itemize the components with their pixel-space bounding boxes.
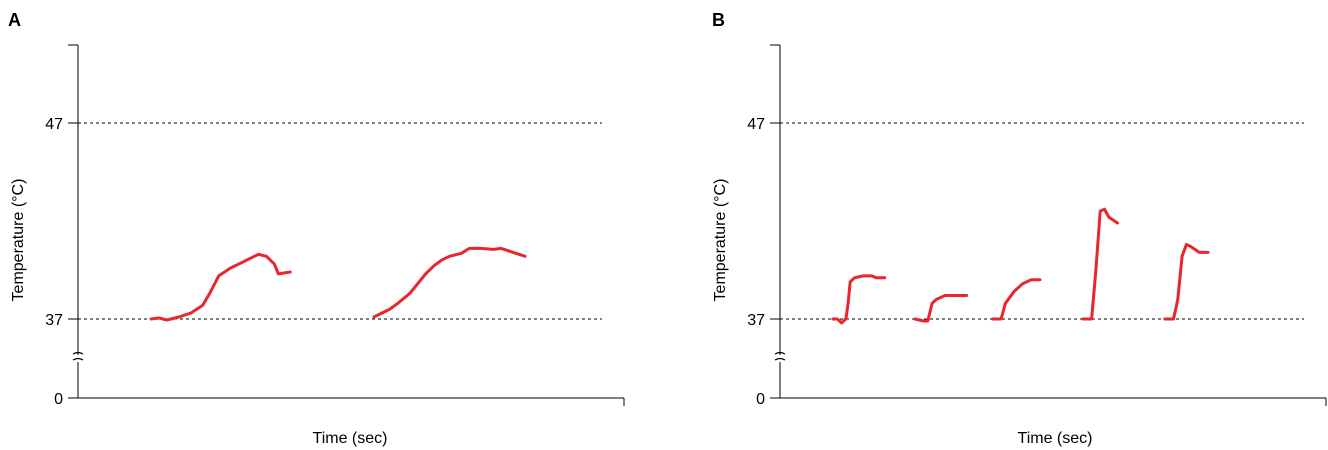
panel-b-trace-2: [913, 294, 969, 323]
panel-a-y-tick-label-47: 47: [45, 116, 63, 133]
panel-a-x-axis-label: Time (sec): [313, 430, 388, 447]
panel-b-y-axis-label: Temperature (°C): [712, 179, 729, 302]
panel-b-label: B: [712, 10, 725, 30]
panel-a-axis-break-icon: [72, 351, 84, 361]
panel-b-x-axis-label: Time (sec): [1018, 430, 1093, 447]
panel-b-y-tick-label-47: 47: [747, 116, 765, 133]
panel-a-trace-2: [372, 246, 527, 319]
panel-b-trace-5: [1163, 243, 1210, 321]
panel-a-y-axis-label: Temperature (°C): [10, 179, 27, 302]
panel-a-trace-1: [149, 252, 292, 322]
panel-b-y-tick-label-0: 0: [756, 391, 765, 408]
panel-b: B 47 37 0 Temperature (°C) Time (sec): [712, 10, 1327, 447]
panel-b-trace-4: [1081, 207, 1119, 321]
panel-a-label: A: [8, 10, 21, 30]
panel-b-trace-3: [991, 278, 1042, 321]
panel-b-y-tick-label-37: 37: [747, 312, 765, 329]
panel-a-traces: [149, 246, 527, 322]
panel-b-axis-break-icon: [774, 351, 786, 361]
panel-b-trace-1: [831, 274, 887, 325]
panel-a-y-tick-label-37: 37: [45, 312, 63, 329]
panel-a: A 47 37 0 Temperature (°C) Time (sec): [8, 10, 625, 447]
panel-b-traces: [831, 207, 1210, 325]
panel-a-y-tick-label-0: 0: [54, 391, 63, 408]
